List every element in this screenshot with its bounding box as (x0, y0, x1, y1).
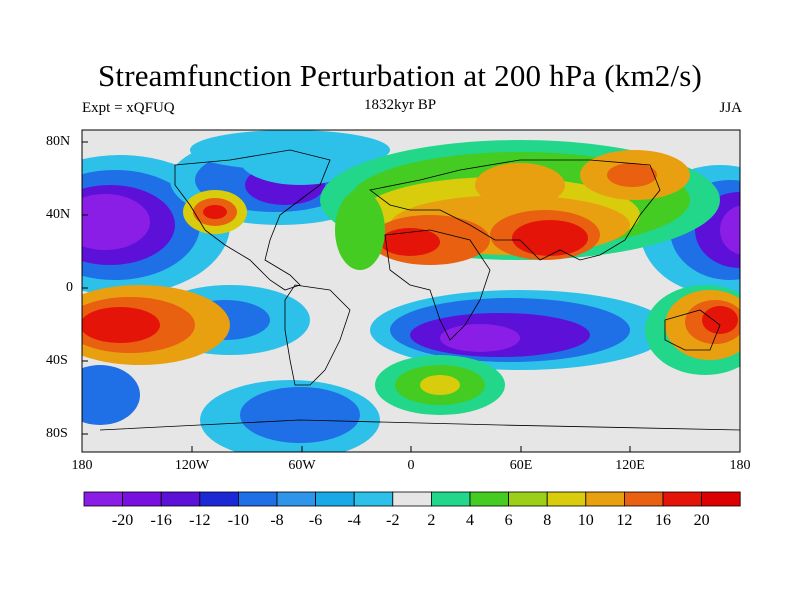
colorbar-swatch (83, 491, 123, 507)
colorbar-swatch (585, 491, 625, 507)
colorbar-label: -4 (347, 512, 361, 529)
colorbar-label: -2 (386, 512, 400, 529)
colorbar-swatch (353, 491, 394, 507)
colorbar-swatch (430, 491, 471, 507)
colorbar-swatch (624, 491, 664, 507)
colorbar-label: -8 (270, 512, 284, 529)
x-tick-120e: 120E (615, 458, 645, 473)
colorbar-label: 2 (427, 512, 436, 529)
colorbar-label: 16 (655, 512, 671, 529)
colorbar-label: -10 (227, 512, 250, 529)
colorbar-swatch (546, 491, 587, 507)
colorbar-label: -20 (111, 512, 134, 529)
colorbar-swatch (392, 491, 432, 507)
colorbar (83, 491, 741, 507)
colorbar-label: -12 (189, 512, 211, 529)
colorbar-label: 10 (577, 512, 594, 529)
y-tick-80n: 80N (46, 134, 71, 149)
y-tick-40n: 40N (46, 207, 71, 222)
y-tick-40s: 40S (46, 353, 68, 368)
colorbar-swatch (237, 491, 278, 507)
y-tick-80s: 80S (46, 426, 68, 441)
colorbar-swatch (160, 491, 201, 507)
colorbar-label: 8 (543, 512, 552, 529)
colorbar-label: 4 (466, 512, 474, 529)
colorbar-label: 20 (693, 512, 710, 529)
colorbar-swatch (469, 491, 509, 507)
colorbar-label: 12 (616, 512, 633, 529)
colorbar-swatch (508, 491, 548, 507)
colorbar-label: -6 (308, 512, 323, 529)
coastlines (99, 149, 740, 431)
colorbar-label: 6 (504, 512, 513, 529)
colorbar-swatch (199, 491, 239, 507)
colorbar-swatch (276, 491, 316, 507)
x-tick-120w: 120W (174, 458, 210, 473)
x-tick-180e: 180 (729, 458, 751, 473)
chart-title: Streamfunction Perturbation at 200 hPa (… (97, 58, 703, 93)
positive-anomaly-regions (82, 140, 740, 415)
colorbar-swatch (662, 491, 702, 507)
season-label: JJA (719, 100, 742, 116)
x-tick-60e: 60E (509, 458, 533, 473)
x-tick-0: 0 (407, 458, 415, 473)
x-tick-180w: 180 (71, 458, 93, 473)
colorbar-swatch (701, 491, 741, 507)
axis-ticks (81, 141, 741, 452)
colorbar-label: -16 (150, 512, 172, 529)
colorbar-swatch (315, 491, 355, 507)
experiment-label: Expt = xQFUQ (82, 100, 175, 116)
y-tick-0: 0 (66, 280, 73, 295)
colorbar-swatch (122, 491, 162, 507)
x-tick-60w: 60W (288, 458, 316, 473)
period-label: 1832kyr BP (363, 97, 437, 113)
